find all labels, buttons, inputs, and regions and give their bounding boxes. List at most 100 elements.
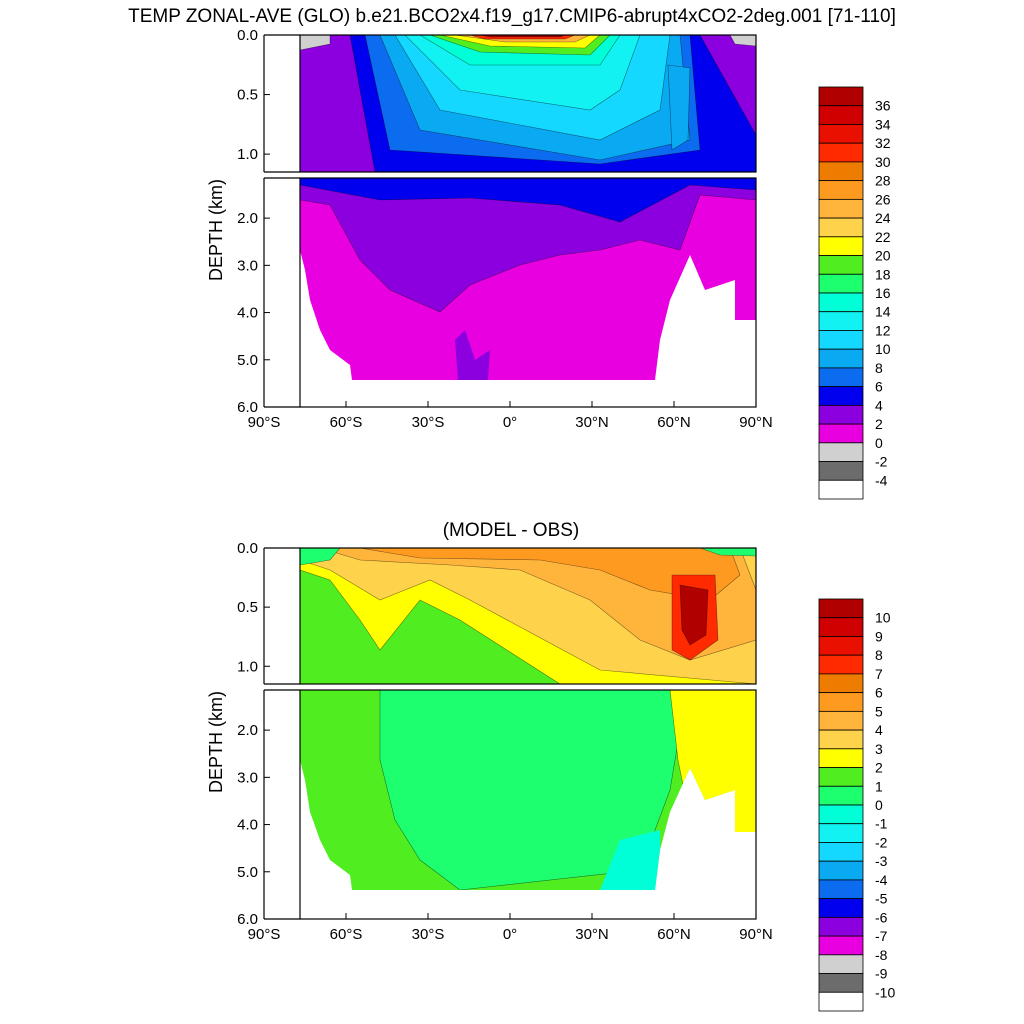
contour-region bbox=[300, 35, 331, 51]
colorbar-label: -6 bbox=[875, 909, 888, 925]
colorbar-swatch bbox=[818, 404, 864, 425]
colorbar-swatch bbox=[818, 423, 864, 444]
colorbar-swatch bbox=[818, 991, 864, 1012]
lower-field bbox=[300, 690, 756, 890]
colorbar-label: 5 bbox=[875, 703, 883, 719]
colorbar-swatch bbox=[818, 461, 864, 481]
panel-2: 0.00.51.02.03.04.05.06.090°S 60°S 30°S 0° 30… bbox=[206, 540, 895, 1012]
upper-field bbox=[300, 548, 756, 684]
contour-region bbox=[669, 690, 756, 861]
colorbar-label: 18 bbox=[875, 266, 891, 282]
colorbar-swatch bbox=[818, 692, 864, 712]
colorbar-swatch bbox=[818, 898, 864, 918]
colorbar-swatch bbox=[818, 823, 864, 843]
colorbar-swatch bbox=[818, 617, 864, 637]
colorbar-label: 24 bbox=[875, 210, 891, 226]
x-tick-label: 0° bbox=[503, 414, 517, 431]
colorbar-label: 26 bbox=[875, 191, 891, 207]
y-tick-label: 4.0 bbox=[237, 817, 258, 834]
colorbar-swatch bbox=[818, 636, 864, 656]
contour-region bbox=[667, 64, 691, 151]
colorbar-label: 9 bbox=[875, 628, 883, 644]
y-tick-label: 0.0 bbox=[237, 27, 258, 44]
colorbar-label: 30 bbox=[875, 154, 891, 170]
colorbar-swatch bbox=[818, 767, 864, 787]
colorbar-swatch bbox=[818, 86, 864, 107]
y-tick-label: 4.0 bbox=[237, 305, 258, 322]
colorbar-swatch bbox=[818, 180, 864, 200]
colorbar-swatch bbox=[818, 255, 864, 275]
colorbar-swatch bbox=[818, 879, 864, 900]
colorbar-label: -3 bbox=[875, 853, 888, 869]
colorbar-swatch bbox=[818, 442, 864, 462]
colorbar-label: 3 bbox=[875, 741, 883, 757]
x-tick-label: 30°S bbox=[412, 414, 445, 431]
y-tick-label: 1.0 bbox=[237, 146, 258, 163]
contour-region bbox=[679, 584, 709, 646]
colorbar-swatch bbox=[818, 710, 864, 731]
y-tick-label: 2.0 bbox=[237, 722, 258, 739]
colorbar-swatch bbox=[818, 292, 864, 313]
colorbar-swatch bbox=[818, 954, 864, 974]
colorbar-label: 2 bbox=[875, 416, 883, 432]
x-tick-label: 90°N bbox=[739, 926, 773, 943]
colorbar-label: -4 bbox=[875, 872, 888, 888]
x-tick-label: 30°N bbox=[575, 926, 609, 943]
colorbar-swatch bbox=[818, 654, 864, 675]
x-tick-label: 60°N bbox=[657, 414, 691, 431]
contour-region bbox=[359, 548, 741, 601]
colorbar-label: 34 bbox=[875, 116, 891, 132]
contour-region bbox=[455, 330, 490, 380]
colorbar-label: 2 bbox=[875, 760, 883, 776]
lower-frame bbox=[299, 177, 757, 408]
x-tick-label: 90°S bbox=[248, 926, 281, 943]
colorbar-swatch bbox=[818, 348, 864, 369]
colorbar-label: 0 bbox=[875, 435, 883, 451]
y-tick-label: 6.0 bbox=[237, 399, 258, 416]
x-tick-label: 30°N bbox=[575, 414, 609, 431]
contour-region bbox=[300, 548, 341, 566]
panel-1: 0.0 0.5 1.0 2.0 3.0 4.0 5.0 6.090°S 60°S 30°S 0° 30… bbox=[206, 27, 891, 500]
colorbar-label: 32 bbox=[875, 135, 891, 151]
x-tick-label: 90°S bbox=[248, 414, 281, 431]
colorbar-swatch bbox=[818, 842, 864, 862]
colorbar-swatch bbox=[818, 217, 864, 238]
colorbar-swatch bbox=[818, 729, 864, 750]
y-tick-label: 0.0 bbox=[237, 540, 258, 557]
colorbar-label: 22 bbox=[875, 229, 891, 245]
y-tick-label: 2.0 bbox=[237, 210, 258, 227]
colorbar-label: 10 bbox=[875, 341, 891, 357]
colorbar-label: 28 bbox=[875, 173, 891, 189]
colorbar-swatch bbox=[818, 673, 864, 694]
colorbar-label: -2 bbox=[875, 834, 888, 850]
colorbar-label: -4 bbox=[875, 472, 888, 488]
y-tick-label: 3.0 bbox=[237, 769, 258, 786]
colorbar-label: 4 bbox=[875, 397, 883, 413]
colorbar-label: 10 bbox=[875, 610, 891, 626]
colorbar-swatch bbox=[818, 748, 864, 768]
colorbar-label: 36 bbox=[875, 98, 891, 114]
colorbar-label: 12 bbox=[875, 322, 891, 338]
upper-field bbox=[300, 35, 756, 172]
colorbar-label: 14 bbox=[875, 304, 891, 320]
y-tick-label: 5.0 bbox=[237, 864, 258, 881]
colorbar-label: -9 bbox=[875, 966, 888, 982]
lower-field bbox=[300, 178, 756, 380]
colorbar-label: -8 bbox=[875, 947, 888, 963]
colorbar-swatch bbox=[818, 479, 864, 500]
colorbar-swatch bbox=[818, 804, 864, 825]
colorbar-label: 6 bbox=[875, 685, 883, 701]
colorbar-swatch bbox=[818, 161, 864, 182]
y-tick-label: 0.5 bbox=[237, 599, 258, 616]
x-tick-label: 90°N bbox=[739, 414, 773, 431]
colorbar-swatch bbox=[818, 330, 864, 350]
colorbar-swatch bbox=[818, 598, 864, 619]
colorbar-label: -10 bbox=[875, 984, 895, 1000]
contour-region bbox=[300, 178, 756, 313]
y-tick-label: 5.0 bbox=[237, 352, 258, 369]
colorbar-label: -2 bbox=[875, 454, 888, 470]
y-tick-label: 3.0 bbox=[237, 257, 258, 274]
